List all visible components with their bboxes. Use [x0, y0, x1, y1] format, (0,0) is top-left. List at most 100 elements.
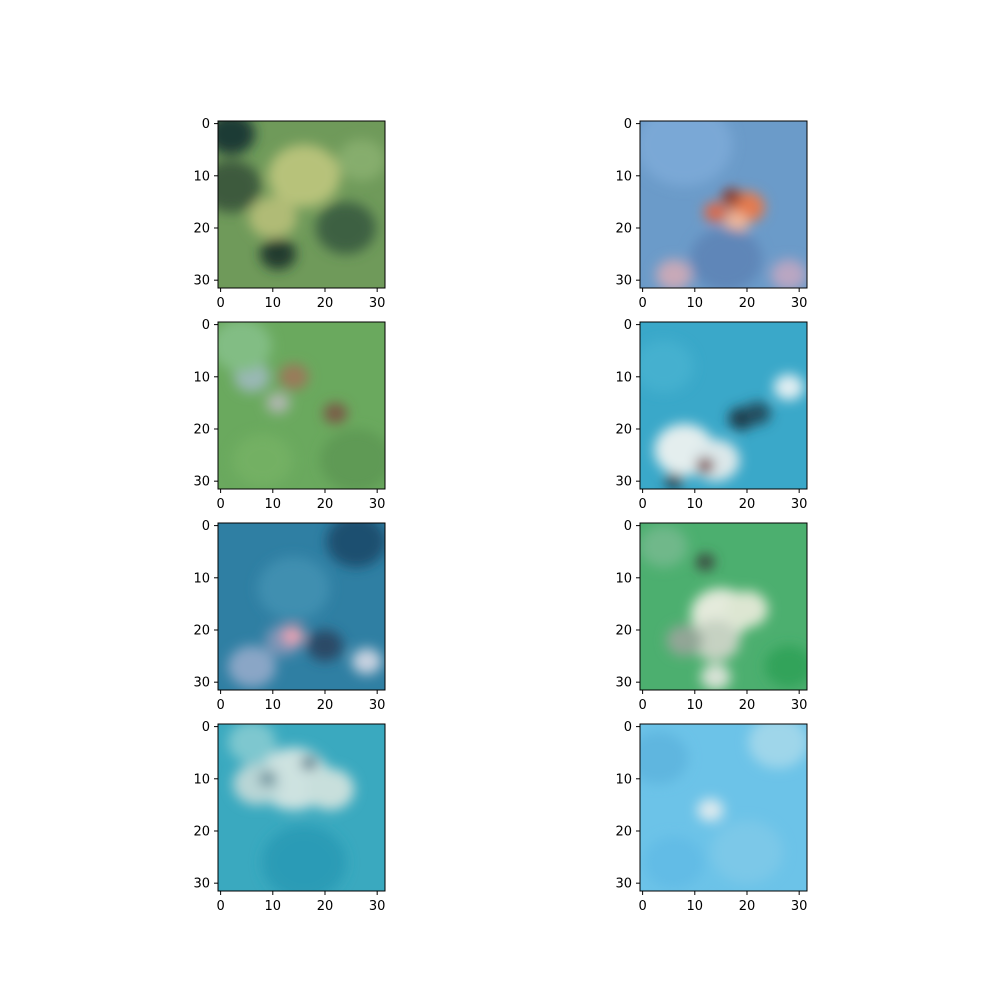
- image-region-6: [655, 259, 692, 288]
- image-5: [218, 523, 385, 690]
- image-region-1: [695, 553, 715, 571]
- axes-frame: [639, 522, 808, 691]
- image-region-8: [640, 340, 694, 393]
- y-tick-label: 0: [202, 117, 210, 132]
- x-tick-label: 0: [216, 899, 224, 914]
- y-tick-label: 20: [615, 623, 632, 638]
- image-region-7: [227, 645, 276, 688]
- x-tick-label: 0: [216, 497, 224, 512]
- y-tick-label: 20: [615, 221, 632, 236]
- x-tick-label: 30: [369, 296, 386, 311]
- image-region-3: [725, 590, 768, 628]
- image-content: [640, 121, 807, 288]
- y-tick-label: 0: [202, 519, 210, 534]
- image-region-2: [218, 160, 262, 213]
- x-tick-label: 30: [791, 899, 808, 914]
- image-region-6: [696, 457, 715, 474]
- image-region-7: [640, 525, 688, 568]
- image-content: [218, 322, 385, 489]
- image-7: [218, 724, 385, 891]
- image-region-7: [664, 473, 683, 489]
- x-tick-label: 30: [369, 698, 386, 713]
- image-region-7: [232, 434, 293, 487]
- x-tick-label: 30: [369, 497, 386, 512]
- subplot-6: 0 10 20 30 0 10 20 30: [615, 519, 808, 713]
- image-region-5: [218, 322, 272, 372]
- x-tick-label: 0: [638, 899, 646, 914]
- y-tick-label: 20: [193, 824, 210, 839]
- axes-frame: [217, 522, 386, 691]
- image-region-4: [323, 402, 348, 424]
- x-tick-label: 10: [687, 296, 704, 311]
- image-region-4: [710, 820, 783, 884]
- panels: 0 10 20 30 0 10 20 30 0 10 20 30 0 10 20 30 0 10 20 30 0 10 20…: [193, 117, 808, 914]
- image-6: [640, 523, 807, 690]
- image-region-1: [218, 121, 256, 155]
- x-tick-label: 10: [265, 899, 282, 914]
- image-content: [227, 523, 385, 688]
- image-region-7: [262, 825, 347, 891]
- axes-frame: [639, 321, 808, 490]
- image-region-5: [643, 836, 704, 889]
- image-region-8: [764, 645, 807, 688]
- image-region-1: [640, 121, 733, 187]
- image-region-2: [278, 363, 309, 390]
- y-tick-label: 20: [193, 422, 210, 437]
- image-region-5: [666, 624, 703, 657]
- image-region-6: [700, 663, 731, 690]
- x-tick-label: 10: [687, 698, 704, 713]
- axes-frame: [217, 723, 386, 892]
- x-tick-label: 0: [216, 698, 224, 713]
- image-content: [218, 121, 385, 270]
- y-tick-label: 0: [202, 318, 210, 333]
- y-tick-label: 30: [193, 877, 210, 892]
- axes-frame: [217, 120, 386, 289]
- x-tick-label: 20: [739, 296, 756, 311]
- image-region-4: [248, 196, 297, 239]
- subplot-5: 0 10 20 30 0 10 20 30: [193, 519, 386, 713]
- image-region-3: [268, 144, 341, 208]
- y-tick-label: 0: [624, 519, 632, 534]
- image-region-2: [233, 763, 282, 805]
- y-tick-label: 0: [624, 318, 632, 333]
- x-tick-label: 0: [638, 296, 646, 311]
- subplot-1: 0 10 20 30 0 10 20 30: [193, 117, 386, 311]
- image-region-4: [691, 619, 740, 662]
- x-tick-label: 20: [317, 899, 334, 914]
- y-tick-label: 10: [615, 169, 632, 184]
- y-tick-label: 10: [193, 169, 210, 184]
- image-region-2: [748, 724, 807, 769]
- x-tick-label: 10: [265, 296, 282, 311]
- y-tick-label: 0: [624, 117, 632, 132]
- x-tick-label: 0: [638, 497, 646, 512]
- image-region-5: [306, 629, 343, 662]
- subplot-7: 0 10 20 30 0 10 20 30: [193, 720, 386, 914]
- y-tick-label: 10: [615, 571, 632, 586]
- image-2: [640, 121, 807, 288]
- subplot-2: 0 10 20 30 0 10 20 30: [615, 117, 808, 311]
- image-region-2: [257, 556, 330, 620]
- image-region-7: [337, 139, 385, 182]
- y-tick-label: 10: [193, 772, 210, 787]
- x-tick-label: 20: [317, 497, 334, 512]
- subplot-3: 0 10 20 30 0 10 20 30: [193, 318, 386, 512]
- y-tick-label: 20: [193, 623, 210, 638]
- x-tick-label: 30: [791, 497, 808, 512]
- axes-frame: [639, 120, 808, 289]
- y-tick-label: 30: [615, 877, 632, 892]
- image-region-5: [315, 201, 376, 255]
- image-4: [640, 322, 807, 489]
- x-tick-label: 10: [687, 497, 704, 512]
- image-region-6: [260, 238, 297, 270]
- y-tick-label: 10: [615, 370, 632, 385]
- y-tick-label: 20: [615, 824, 632, 839]
- y-tick-label: 20: [615, 422, 632, 437]
- x-tick-label: 20: [739, 899, 756, 914]
- y-tick-label: 30: [615, 475, 632, 490]
- image-region-3: [306, 768, 355, 811]
- axes-frame: [217, 321, 386, 490]
- image-region-1: [326, 523, 385, 568]
- y-tick-label: 20: [193, 221, 210, 236]
- x-tick-label: 30: [791, 296, 808, 311]
- y-tick-label: 10: [193, 370, 210, 385]
